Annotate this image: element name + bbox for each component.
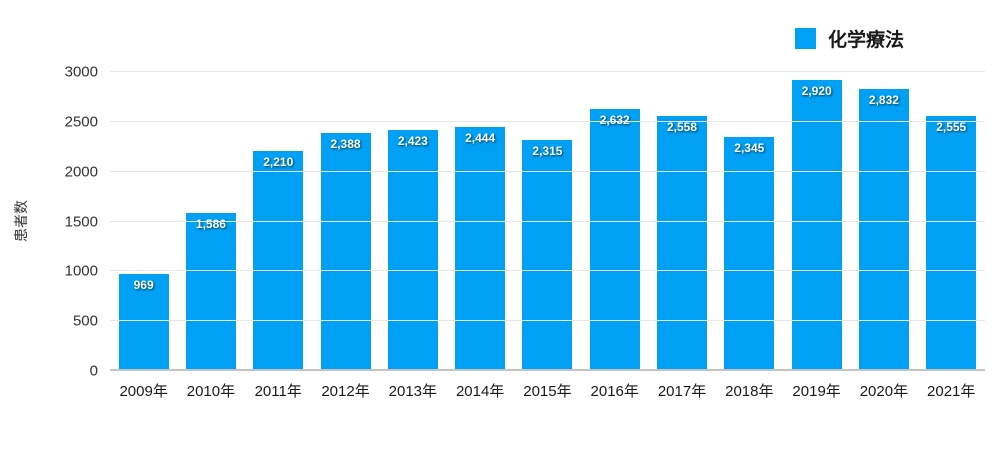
x-tick-label: 2021年 [927,383,976,400]
y-tick-label: 3000 [64,63,98,81]
y-tick-label: 1500 [64,213,98,230]
bar: 2,444 [455,127,506,371]
bar: 1,586 [185,212,236,371]
plot-area: 969 1,586 2,210 2,388 2,423 2,444 2,315 2,632 2,… [110,71,985,371]
bar-value-label: 969 [133,278,154,293]
bar-value-label: 2,920 [801,83,832,98]
bar-value-label: 1,586 [195,216,226,231]
x-tick-label: 2011年 [254,383,302,400]
y-tick-label: 2000 [64,163,98,181]
gridline [110,320,985,322]
x-axis: 2009年 2010年 2011年 2012年 2013年 2014年 2015年 2016年… [110,380,985,401]
bar: 2,345 [724,137,775,371]
legend-swatch [795,28,816,49]
x-tick-label: 2010年 [186,383,236,400]
bar: 2,210 [253,150,304,371]
x-tick-label: 2020年 [859,383,909,400]
bar: 2,315 [522,140,573,371]
bar-value-label: 2,444 [465,131,496,146]
bar-value-label: 2,315 [532,144,563,159]
x-tick-label: 2018年 [725,383,774,400]
bar: 2,388 [320,133,371,371]
y-tick-label: 2500 [64,113,98,131]
gridline [110,120,985,122]
bar: 2,920 [791,79,842,371]
bar-value-label: 2,632 [599,112,630,127]
x-tick-label: 2013年 [388,383,438,400]
legend: 化学療法 [795,25,904,52]
bar: 2,558 [657,116,708,371]
bar-group: 969 1,586 2,210 2,388 2,423 2,444 2,315 2,632 2,… [110,72,985,371]
x-tick-label: 2016年 [590,383,639,400]
y-tick-label: 0 [89,362,98,380]
y-tick-label: 1000 [64,262,98,280]
bar-value-label: 2,832 [868,92,899,107]
y-tick-label: 500 [72,312,98,330]
bar: 2,632 [589,108,640,371]
bar-value-label: 2,345 [734,141,765,156]
y-axis: 0 500 1000 1500 2000 2500 3000 [0,64,98,380]
bar: 969 [118,274,169,371]
x-tick-label: 2015年 [523,383,572,400]
legend-label: 化学療法 [828,30,905,51]
bar: 2,555 [926,116,977,371]
gridline [110,170,985,172]
x-tick-label: 2012年 [321,383,370,400]
bar-value-label: 2,388 [330,137,361,151]
bar: 2,832 [858,88,909,371]
bar-value-label: 2,555 [936,120,967,135]
bar-value-label: 2,558 [667,120,698,135]
x-tick-label: 2014年 [455,383,505,400]
gridline [110,71,985,72]
bar-value-label: 2,210 [263,154,294,169]
bar: 2,423 [387,129,438,371]
x-tick-label: 2017年 [657,383,707,400]
baseline [110,369,985,371]
x-tick-label: 2019年 [792,383,841,400]
gridline [110,270,985,272]
x-tick-label: 2009年 [119,383,168,400]
gridline [110,220,985,222]
bar-value-label: 2,423 [397,133,428,148]
